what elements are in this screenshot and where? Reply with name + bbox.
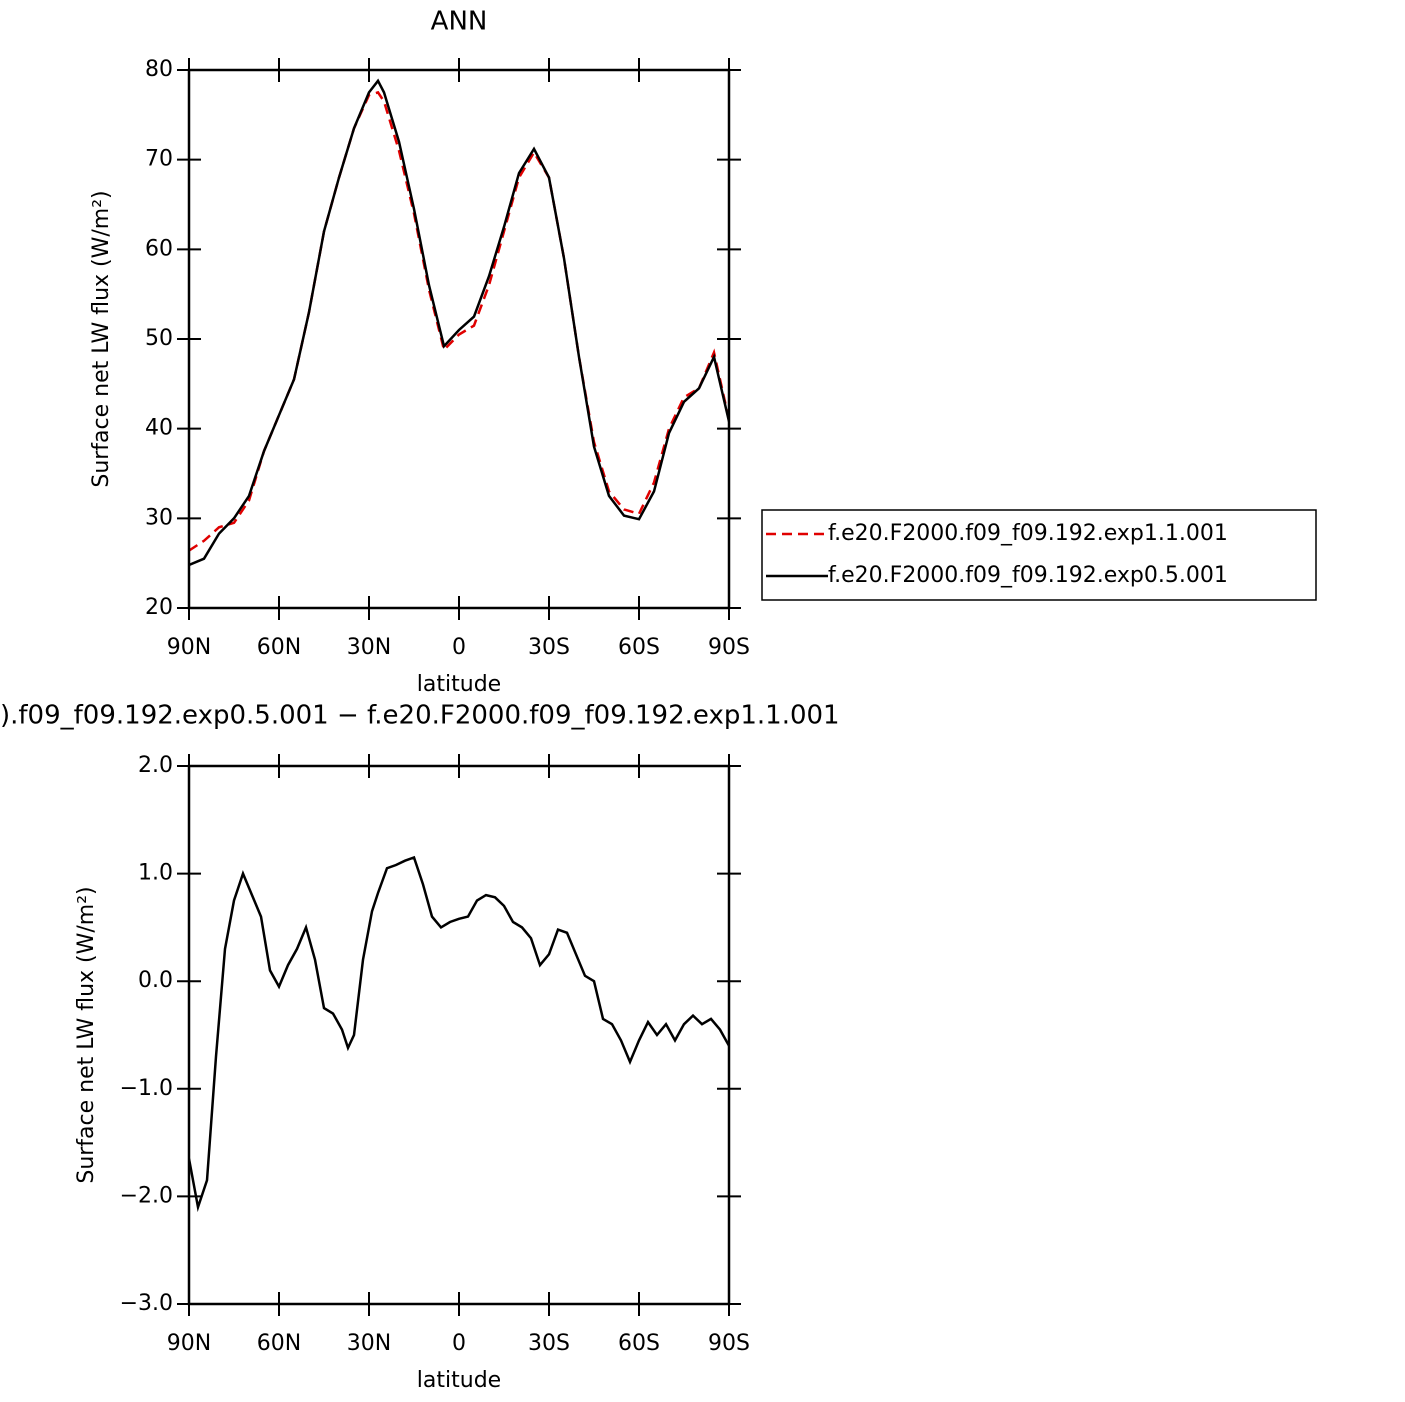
x-tick-label: 90S — [708, 1331, 750, 1356]
x-tick-label: 0 — [452, 1331, 466, 1356]
plot-frame — [187, 68, 731, 610]
x-tick-label: 90S — [708, 635, 750, 660]
y-tick-label: 2.0 — [138, 753, 173, 778]
y-tick-label: 1.0 — [138, 861, 173, 886]
y-tick-label: 30 — [145, 505, 173, 530]
y-tick-label: −3.0 — [120, 1291, 173, 1316]
x-tick-label: 30N — [347, 1331, 391, 1356]
x-tick-label: 60N — [257, 635, 301, 660]
x-axis-label: latitude — [417, 1368, 501, 1393]
x-tick-label: 30N — [347, 635, 391, 660]
x-tick-label: 30S — [528, 1331, 570, 1356]
x-tick-label: 60S — [618, 1331, 660, 1356]
legend-label: f.e20.F2000.f09_f09.192.exp0.5.001 — [828, 563, 1228, 588]
legend-box — [761, 509, 1317, 601]
series-line — [189, 78, 729, 567]
x-axis-label: latitude — [417, 672, 501, 697]
y-tick-label: 40 — [145, 416, 173, 441]
chart-title: ANN — [431, 7, 488, 37]
y-axis-label: Surface net LW flux (W/m²) — [89, 190, 114, 487]
x-tick-label: 60N — [257, 1331, 301, 1356]
x-tick-label: 90N — [167, 1331, 211, 1356]
x-tick-label: 60S — [618, 635, 660, 660]
x-tick-label: 30S — [528, 635, 570, 660]
y-tick-label: 60 — [145, 236, 173, 261]
y-tick-label: −2.0 — [120, 1183, 173, 1208]
x-tick-label: 0 — [452, 635, 466, 660]
x-tick-label: 90N — [167, 635, 211, 660]
y-tick-label: −1.0 — [120, 1076, 173, 1101]
y-tick-label: 50 — [145, 326, 173, 351]
y-tick-label: 0.0 — [138, 968, 173, 993]
plot-frame — [187, 764, 731, 1306]
chart-title: ).f09_f09.192.exp0.5.001 − f.e20.F2000.f… — [0, 701, 840, 731]
y-tick-label: 80 — [145, 57, 173, 82]
series-line — [189, 90, 729, 552]
y-tick-label: 70 — [145, 147, 173, 172]
legend-label: f.e20.F2000.f09_f09.192.exp1.1.001 — [828, 521, 1228, 546]
y-axis-label: Surface net LW flux (W/m²) — [74, 886, 99, 1183]
series-line — [189, 855, 729, 1213]
y-tick-label: 20 — [145, 595, 173, 620]
